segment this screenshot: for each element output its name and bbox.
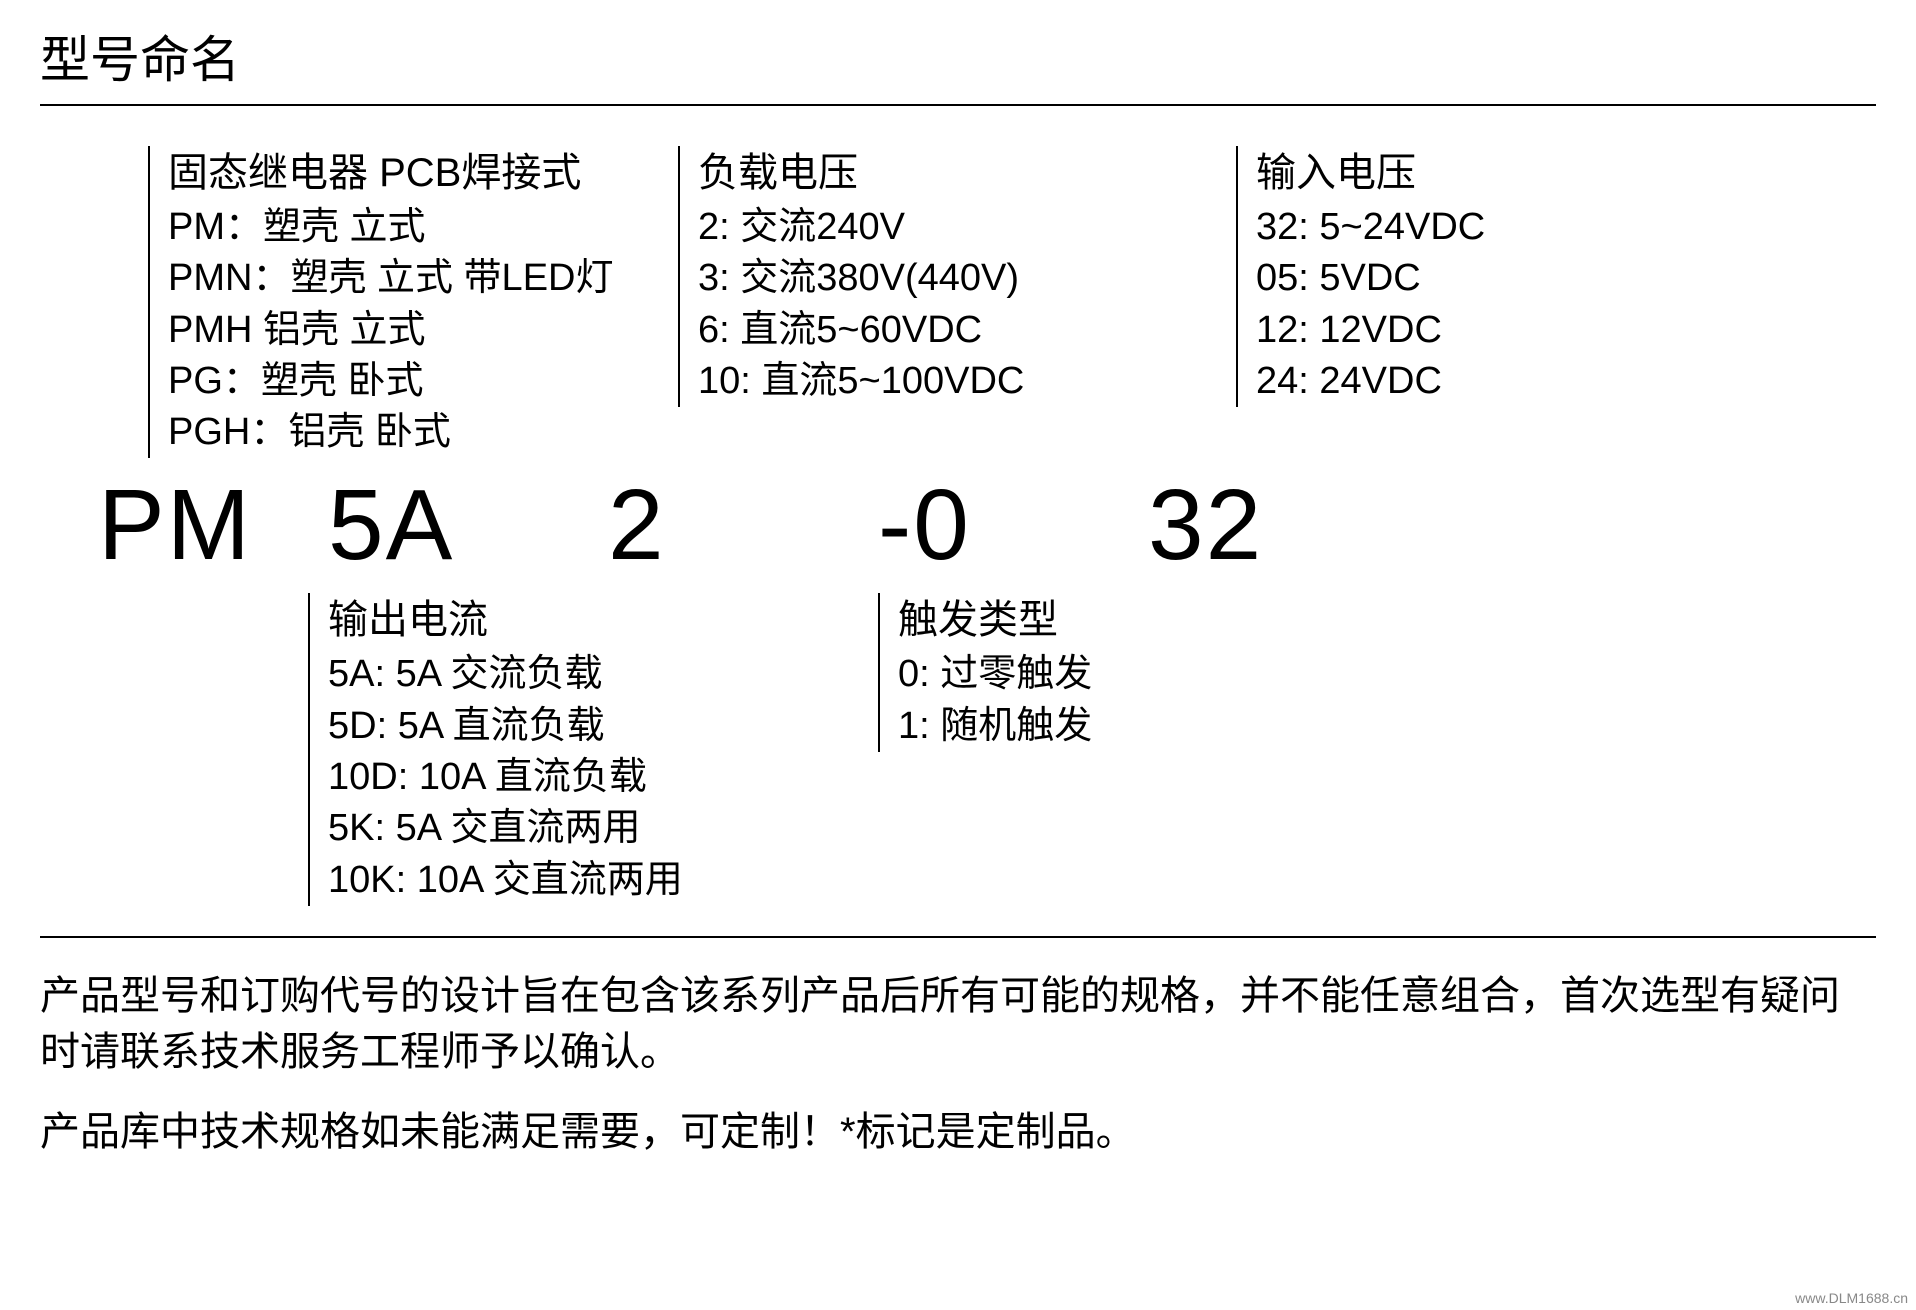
legend-load-voltage-line: 10: 直流5~100VDC [698,356,1108,407]
bottom-legend-row: 输出电流 5A: 5A 交流负载 5D: 5A 直流负载 10D: 10A 直流… [58,593,1858,905]
legend-output-current-line: 5A: 5A 交流负载 [328,649,788,700]
legend-load-voltage-line: 6: 直流5~60VDC [698,305,1108,356]
legend-output-current-line: 5D: 5A 直流负载 [328,701,788,752]
watermark: www.DLM1688.cn [1795,1290,1908,1306]
legend-package-line: PM：塑壳 立式 [168,202,608,253]
page-title: 型号命名 [40,20,1876,92]
legend-input-voltage: 输入电压 32: 5~24VDC 05: 5VDC 12: 12VDC 24: … [1236,146,1596,407]
legend-input-voltage-line: 12: 12VDC [1256,305,1596,356]
legend-load-voltage-title: 负载电压 [698,146,1108,200]
legend-trigger-line: 1: 随机触发 [898,701,1238,752]
legend-package-line: PG：塑壳 卧式 [168,356,608,407]
legend-package-title: 固态继电器 PCB焊接式 [168,146,608,200]
footer-note-2: 产品库中技术规格如未能满足需要，可定制！*标记是定制品。 [40,1104,1876,1160]
model-segment-input-voltage: 32 [1148,468,1348,583]
legend-output-current-line: 10K: 10A 交直流两用 [328,855,788,906]
legend-output-current: 输出电流 5A: 5A 交流负载 5D: 5A 直流负载 10D: 10A 直流… [308,593,788,905]
legend-output-current-line: 10D: 10A 直流负载 [328,752,788,803]
model-code-row: PM 5A 2 -0 32 [98,468,1858,583]
legend-package: 固态继电器 PCB焊接式 PM：塑壳 立式 PMN：塑壳 立式 带LED灯 PM… [148,146,608,458]
divider-top [40,104,1876,106]
legend-output-current-title: 输出电流 [328,593,788,647]
top-legend-row: 固态继电器 PCB焊接式 PM：塑壳 立式 PMN：塑壳 立式 带LED灯 PM… [58,146,1858,458]
legend-output-current-line: 5K: 5A 交直流两用 [328,803,788,854]
legend-load-voltage: 负载电压 2: 交流240V 3: 交流380V(440V) 6: 直流5~60… [678,146,1108,407]
legend-load-voltage-line: 2: 交流240V [698,202,1108,253]
legend-trigger-title: 触发类型 [898,593,1238,647]
divider-bottom [40,936,1876,938]
legend-trigger: 触发类型 0: 过零触发 1: 随机触发 [878,593,1238,752]
model-segment-output-current: 5A [328,468,608,583]
legend-input-voltage-line: 24: 24VDC [1256,356,1596,407]
model-segment-trigger: -0 [878,468,1148,583]
model-segment-load-voltage: 2 [608,468,878,583]
legend-load-voltage-line: 3: 交流380V(440V) [698,253,1108,304]
legend-input-voltage-line: 32: 5~24VDC [1256,202,1596,253]
footer-note-1: 产品型号和订购代号的设计旨在包含该系列产品后所有可能的规格，并不能任意组合，首次… [40,968,1876,1080]
legend-trigger-line: 0: 过零触发 [898,649,1238,700]
legend-package-line: PMH 铝壳 立式 [168,305,608,356]
naming-diagram: 固态继电器 PCB焊接式 PM：塑壳 立式 PMN：塑壳 立式 带LED灯 PM… [58,146,1858,906]
legend-package-line: PMN：塑壳 立式 带LED灯 [168,253,608,304]
model-segment-package: PM [98,468,328,583]
legend-input-voltage-title: 输入电压 [1256,146,1596,200]
legend-input-voltage-line: 05: 5VDC [1256,253,1596,304]
legend-package-line: PGH：铝壳 卧式 [168,407,608,458]
